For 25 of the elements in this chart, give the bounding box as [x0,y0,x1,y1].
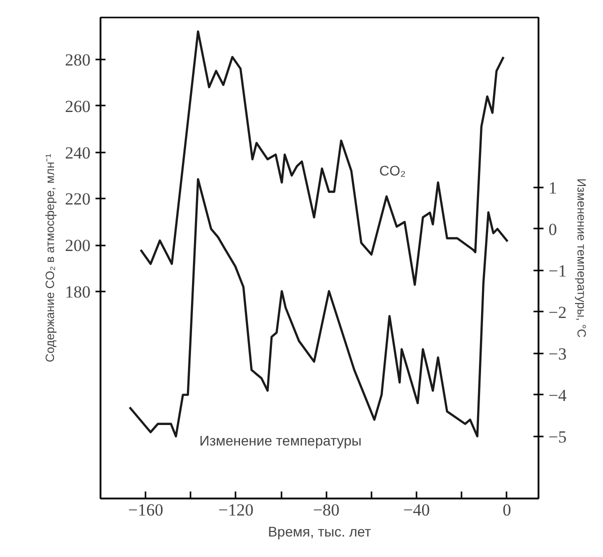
y-axis-title: Содержание CO₂ в атмосфере, млн⁻¹ [43,154,57,362]
x-tick-label: −80 [312,500,340,520]
y2-tick-label: −4 [548,386,568,405]
y2-tick-label: 0 [548,220,557,239]
y-tick-label: 240 [65,143,90,162]
annotation: CO₂ [379,162,406,178]
line-series [128,178,509,438]
y2-tick-label: 1 [548,178,557,198]
x-tick-label: −160 [128,500,164,520]
y-tick-label: 200 [65,236,90,256]
y2-tick-label: −3 [548,344,567,364]
x-axis-title: Время, тыс. лет [268,524,372,540]
y2-tick-label: −2 [548,302,567,322]
x-tick-label: −40 [403,500,430,520]
y2-axis-title: Изменение температуры, °C [574,178,589,338]
y-tick-label: 260 [65,96,90,116]
annotation: Изменение температуры [199,432,362,448]
y-tick-label: 220 [65,190,90,209]
line-series [140,30,505,286]
y-tick-label: 180 [65,282,90,302]
x-tick-label: −120 [218,500,254,520]
x-tick-label: 0 [502,500,512,520]
y2-tick-label: −1 [548,261,567,280]
y2-tick-label: −5 [548,427,567,446]
y-tick-label: 280 [65,50,90,70]
